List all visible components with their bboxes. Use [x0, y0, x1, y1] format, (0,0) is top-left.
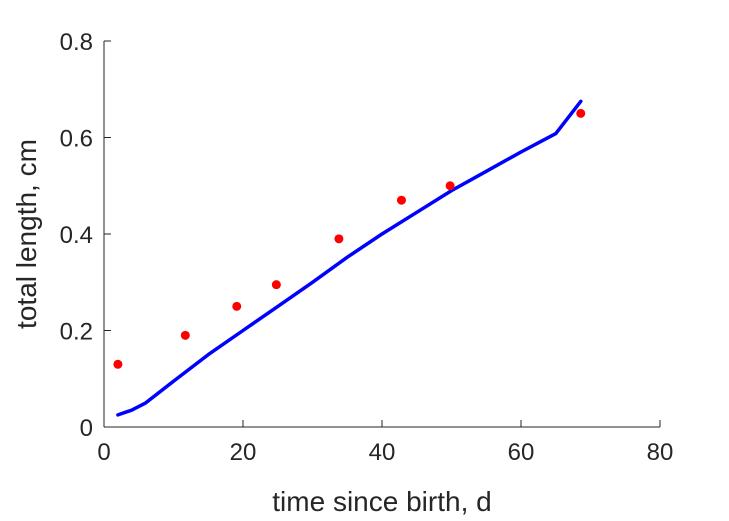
- y-tick-label: 0.2: [60, 319, 93, 346]
- y-tick-label: 0: [80, 415, 93, 442]
- x-axis-label: time since birth, d: [272, 486, 491, 517]
- x-tick-label: 0: [97, 439, 110, 466]
- data-point: [271, 280, 281, 290]
- y-tick-label: 0.4: [60, 222, 93, 249]
- data-point: [180, 330, 190, 340]
- y-tick-label: 0.8: [60, 29, 93, 56]
- y-axis-ticks: 0 0.2 0.4 0.6 0.8: [60, 29, 111, 442]
- data-point: [232, 301, 242, 311]
- plot-area: [113, 99, 586, 417]
- x-tick-label: 20: [230, 439, 257, 466]
- data-point: [576, 108, 586, 118]
- x-tick-label: 80: [647, 439, 674, 466]
- data-point: [334, 234, 344, 244]
- y-axis-label: total length, cm: [11, 139, 42, 329]
- data-point: [445, 181, 455, 191]
- x-axis-ticks: 0 20 40 60 80: [97, 420, 673, 466]
- x-tick-label: 40: [369, 439, 396, 466]
- data-point: [396, 195, 406, 205]
- y-tick-label: 0.6: [60, 126, 93, 153]
- x-tick-label: 60: [508, 439, 535, 466]
- data-point: [113, 359, 123, 369]
- model-curve: [116, 99, 583, 417]
